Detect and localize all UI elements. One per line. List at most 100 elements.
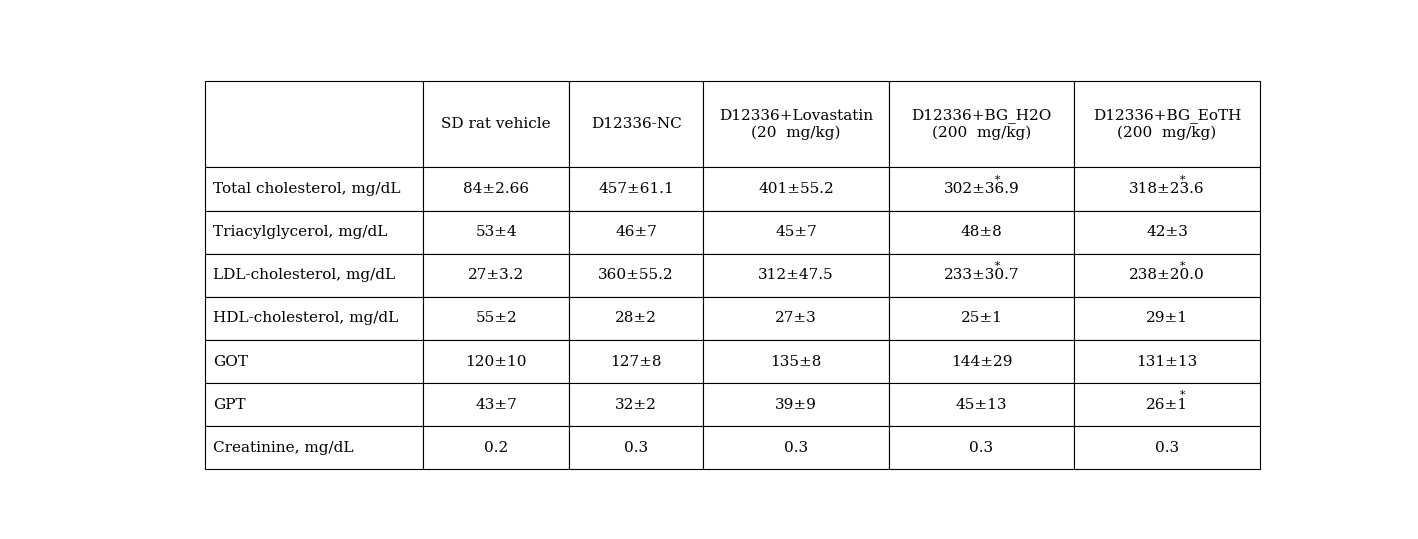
Text: 55±2: 55±2 [475,312,518,326]
Text: 46±7: 46±7 [615,225,657,239]
Bar [569,297,703,340]
Bar [703,383,889,426]
Bar [1075,211,1259,254]
Text: 45±13: 45±13 [956,398,1007,412]
Bar [204,81,424,168]
Bar [703,426,889,469]
Bar [569,168,703,211]
Bar [889,297,1075,340]
Bar [204,254,424,297]
Bar [204,340,424,383]
Text: SD rat vehicle: SD rat vehicle [441,118,552,132]
Text: *: * [1180,175,1185,184]
Bar [889,340,1075,383]
Text: 29±1: 29±1 [1146,312,1188,326]
Text: *: * [994,175,1000,184]
Text: D12336-NC: D12336-NC [591,118,682,132]
Bar [1075,81,1259,168]
Bar [204,383,424,426]
Bar [889,168,1075,211]
Text: 84±2.66: 84±2.66 [464,182,529,196]
Text: 42±3: 42±3 [1146,225,1188,239]
Text: 26±1: 26±1 [1146,398,1188,412]
Bar [424,383,569,426]
Bar [204,426,424,469]
Text: 457±61.1: 457±61.1 [598,182,674,196]
Bar [569,426,703,469]
Text: 0.3: 0.3 [624,441,648,455]
Text: 135±8: 135±8 [770,355,822,369]
Text: 302±36.9: 302±36.9 [943,182,1020,196]
Bar [424,211,569,254]
Bar [889,383,1075,426]
Bar [703,340,889,383]
Bar [703,254,889,297]
Text: Creatinine, mg/dL: Creatinine, mg/dL [214,441,354,455]
Text: 0.3: 0.3 [784,441,808,455]
Text: 45±7: 45±7 [776,225,817,239]
Text: D12336+BG_EoTH
(200  mg/kg): D12336+BG_EoTH (200 mg/kg) [1093,108,1241,140]
Text: Triacylglycerol, mg/dL: Triacylglycerol, mg/dL [214,225,389,239]
Text: 238±20.0: 238±20.0 [1129,268,1205,282]
Bar [889,211,1075,254]
Text: 48±8: 48±8 [960,225,1003,239]
Text: 43±7: 43±7 [475,398,518,412]
Text: HDL-cholesterol, mg/dL: HDL-cholesterol, mg/dL [214,312,398,326]
Bar [1075,168,1259,211]
Bar [1075,426,1259,469]
Bar [703,168,889,211]
Text: 32±2: 32±2 [615,398,657,412]
Bar [1075,297,1259,340]
Text: 0.3: 0.3 [1154,441,1178,455]
Text: 131±13: 131±13 [1136,355,1198,369]
Text: 25±1: 25±1 [960,312,1003,326]
Text: 120±10: 120±10 [465,355,527,369]
Bar [1075,340,1259,383]
Text: *: * [1180,390,1185,400]
Text: 53±4: 53±4 [475,225,518,239]
Text: LDL-cholesterol, mg/dL: LDL-cholesterol, mg/dL [214,268,396,282]
Text: 318±23.6: 318±23.6 [1129,182,1205,196]
Bar [703,211,889,254]
Bar [204,211,424,254]
Bar [204,168,424,211]
Bar [889,254,1075,297]
Bar [424,297,569,340]
Bar [569,383,703,426]
Text: *: * [994,261,1000,271]
Bar [889,426,1075,469]
Bar [703,297,889,340]
Text: GPT: GPT [214,398,247,412]
Bar [889,81,1075,168]
Text: GOT: GOT [214,355,248,369]
Text: 0.2: 0.2 [484,441,509,455]
Text: 28±2: 28±2 [615,312,657,326]
Bar [424,254,569,297]
Text: D12336+Lovastatin
(20  mg/kg): D12336+Lovastatin (20 mg/kg) [719,109,873,140]
Text: 127±8: 127±8 [610,355,662,369]
Text: 360±55.2: 360±55.2 [598,268,674,282]
Bar [569,81,703,168]
Bar [424,168,569,211]
Text: 0.3: 0.3 [970,441,994,455]
Text: 312±47.5: 312±47.5 [759,268,834,282]
Bar [1075,254,1259,297]
Bar [424,426,569,469]
Text: *: * [1180,261,1185,271]
Bar [424,340,569,383]
Bar [569,340,703,383]
Bar [569,211,703,254]
Text: 27±3: 27±3 [776,312,817,326]
Text: 233±30.7: 233±30.7 [944,268,1020,282]
Bar [703,81,889,168]
Bar [424,81,569,168]
Bar [1075,383,1259,426]
Text: 27±3.2: 27±3.2 [468,268,525,282]
Bar [204,297,424,340]
Bar [569,254,703,297]
Text: D12336+BG_H2O
(200  mg/kg): D12336+BG_H2O (200 mg/kg) [912,108,1052,140]
Text: 401±55.2: 401±55.2 [759,182,834,196]
Text: Total cholesterol, mg/dL: Total cholesterol, mg/dL [214,182,401,196]
Text: 144±29: 144±29 [951,355,1012,369]
Text: 39±9: 39±9 [776,398,817,412]
